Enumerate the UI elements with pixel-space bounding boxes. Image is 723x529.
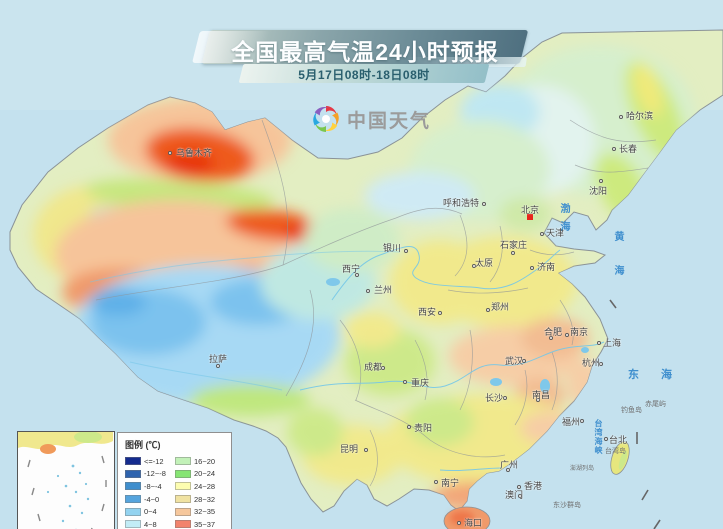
legend-swatch (125, 520, 141, 529)
legend-row: 24~28 (175, 480, 215, 493)
legend-swatch (175, 469, 191, 478)
legend-range: -4~0 (144, 494, 160, 504)
legend-swatch (125, 457, 141, 466)
legend-range: 4~8 (144, 519, 157, 529)
legend-row: <=-12 (125, 455, 175, 468)
legend-swatch (175, 457, 191, 466)
legend-row: 35~37 (175, 518, 215, 529)
legend-range: 16~20 (194, 456, 216, 466)
inset-map (18, 431, 113, 529)
legend-swatch (175, 495, 191, 504)
legend-swatch (125, 495, 141, 504)
lakes (326, 278, 589, 393)
inset-dash-line (27, 455, 107, 529)
legend-range: 35~37 (194, 519, 216, 529)
legend-swatch (175, 507, 191, 516)
hainan-island (443, 506, 491, 529)
legend-swatch (175, 482, 191, 491)
legend-row: 4~8 (125, 518, 175, 529)
legend-row: 32~35 (175, 505, 215, 518)
legend-column: <=-12-12~-8-8~-4-4~00~44~88~1212~16 (125, 455, 175, 529)
legend-range: 28~32 (194, 494, 216, 504)
legend-swatch (125, 507, 141, 516)
legend-range: -8~-4 (144, 481, 162, 491)
boundary-dashes (609, 299, 661, 529)
legend-row: -8~-4 (125, 480, 175, 493)
legend-title: 图例 (℃) (125, 440, 161, 450)
legend-swatch (125, 482, 141, 491)
legend-range: 32~35 (194, 507, 216, 517)
legend-row: 16~20 (175, 455, 215, 468)
legend-swatch (125, 469, 141, 478)
temperature-legend: 图例 (℃) <=-12-12~-8-8~-4-4~00~44~88~1212~… (117, 432, 232, 529)
legend-row: -12~-8 (125, 468, 175, 481)
legend-row: 0~4 (125, 505, 175, 518)
legend-grid: <=-12-12~-8-8~-4-4~00~44~88~1212~1616~20… (125, 455, 225, 529)
legend-swatch (175, 520, 191, 529)
legend-range: 20~24 (194, 469, 216, 479)
legend-range: 0~4 (144, 507, 157, 517)
south-china-sea-inset (17, 431, 115, 529)
rivers (89, 246, 605, 472)
legend-range: 24~28 (194, 481, 216, 491)
taiwan-island (610, 441, 630, 475)
province-borders (95, 119, 657, 487)
legend-row: 28~32 (175, 493, 215, 506)
legend-row: 20~24 (175, 468, 215, 481)
legend-range: -12~-8 (144, 469, 166, 479)
legend-row: -4~0 (125, 493, 175, 506)
legend-range: <=-12 (144, 456, 164, 466)
inset-islands (46, 464, 90, 529)
